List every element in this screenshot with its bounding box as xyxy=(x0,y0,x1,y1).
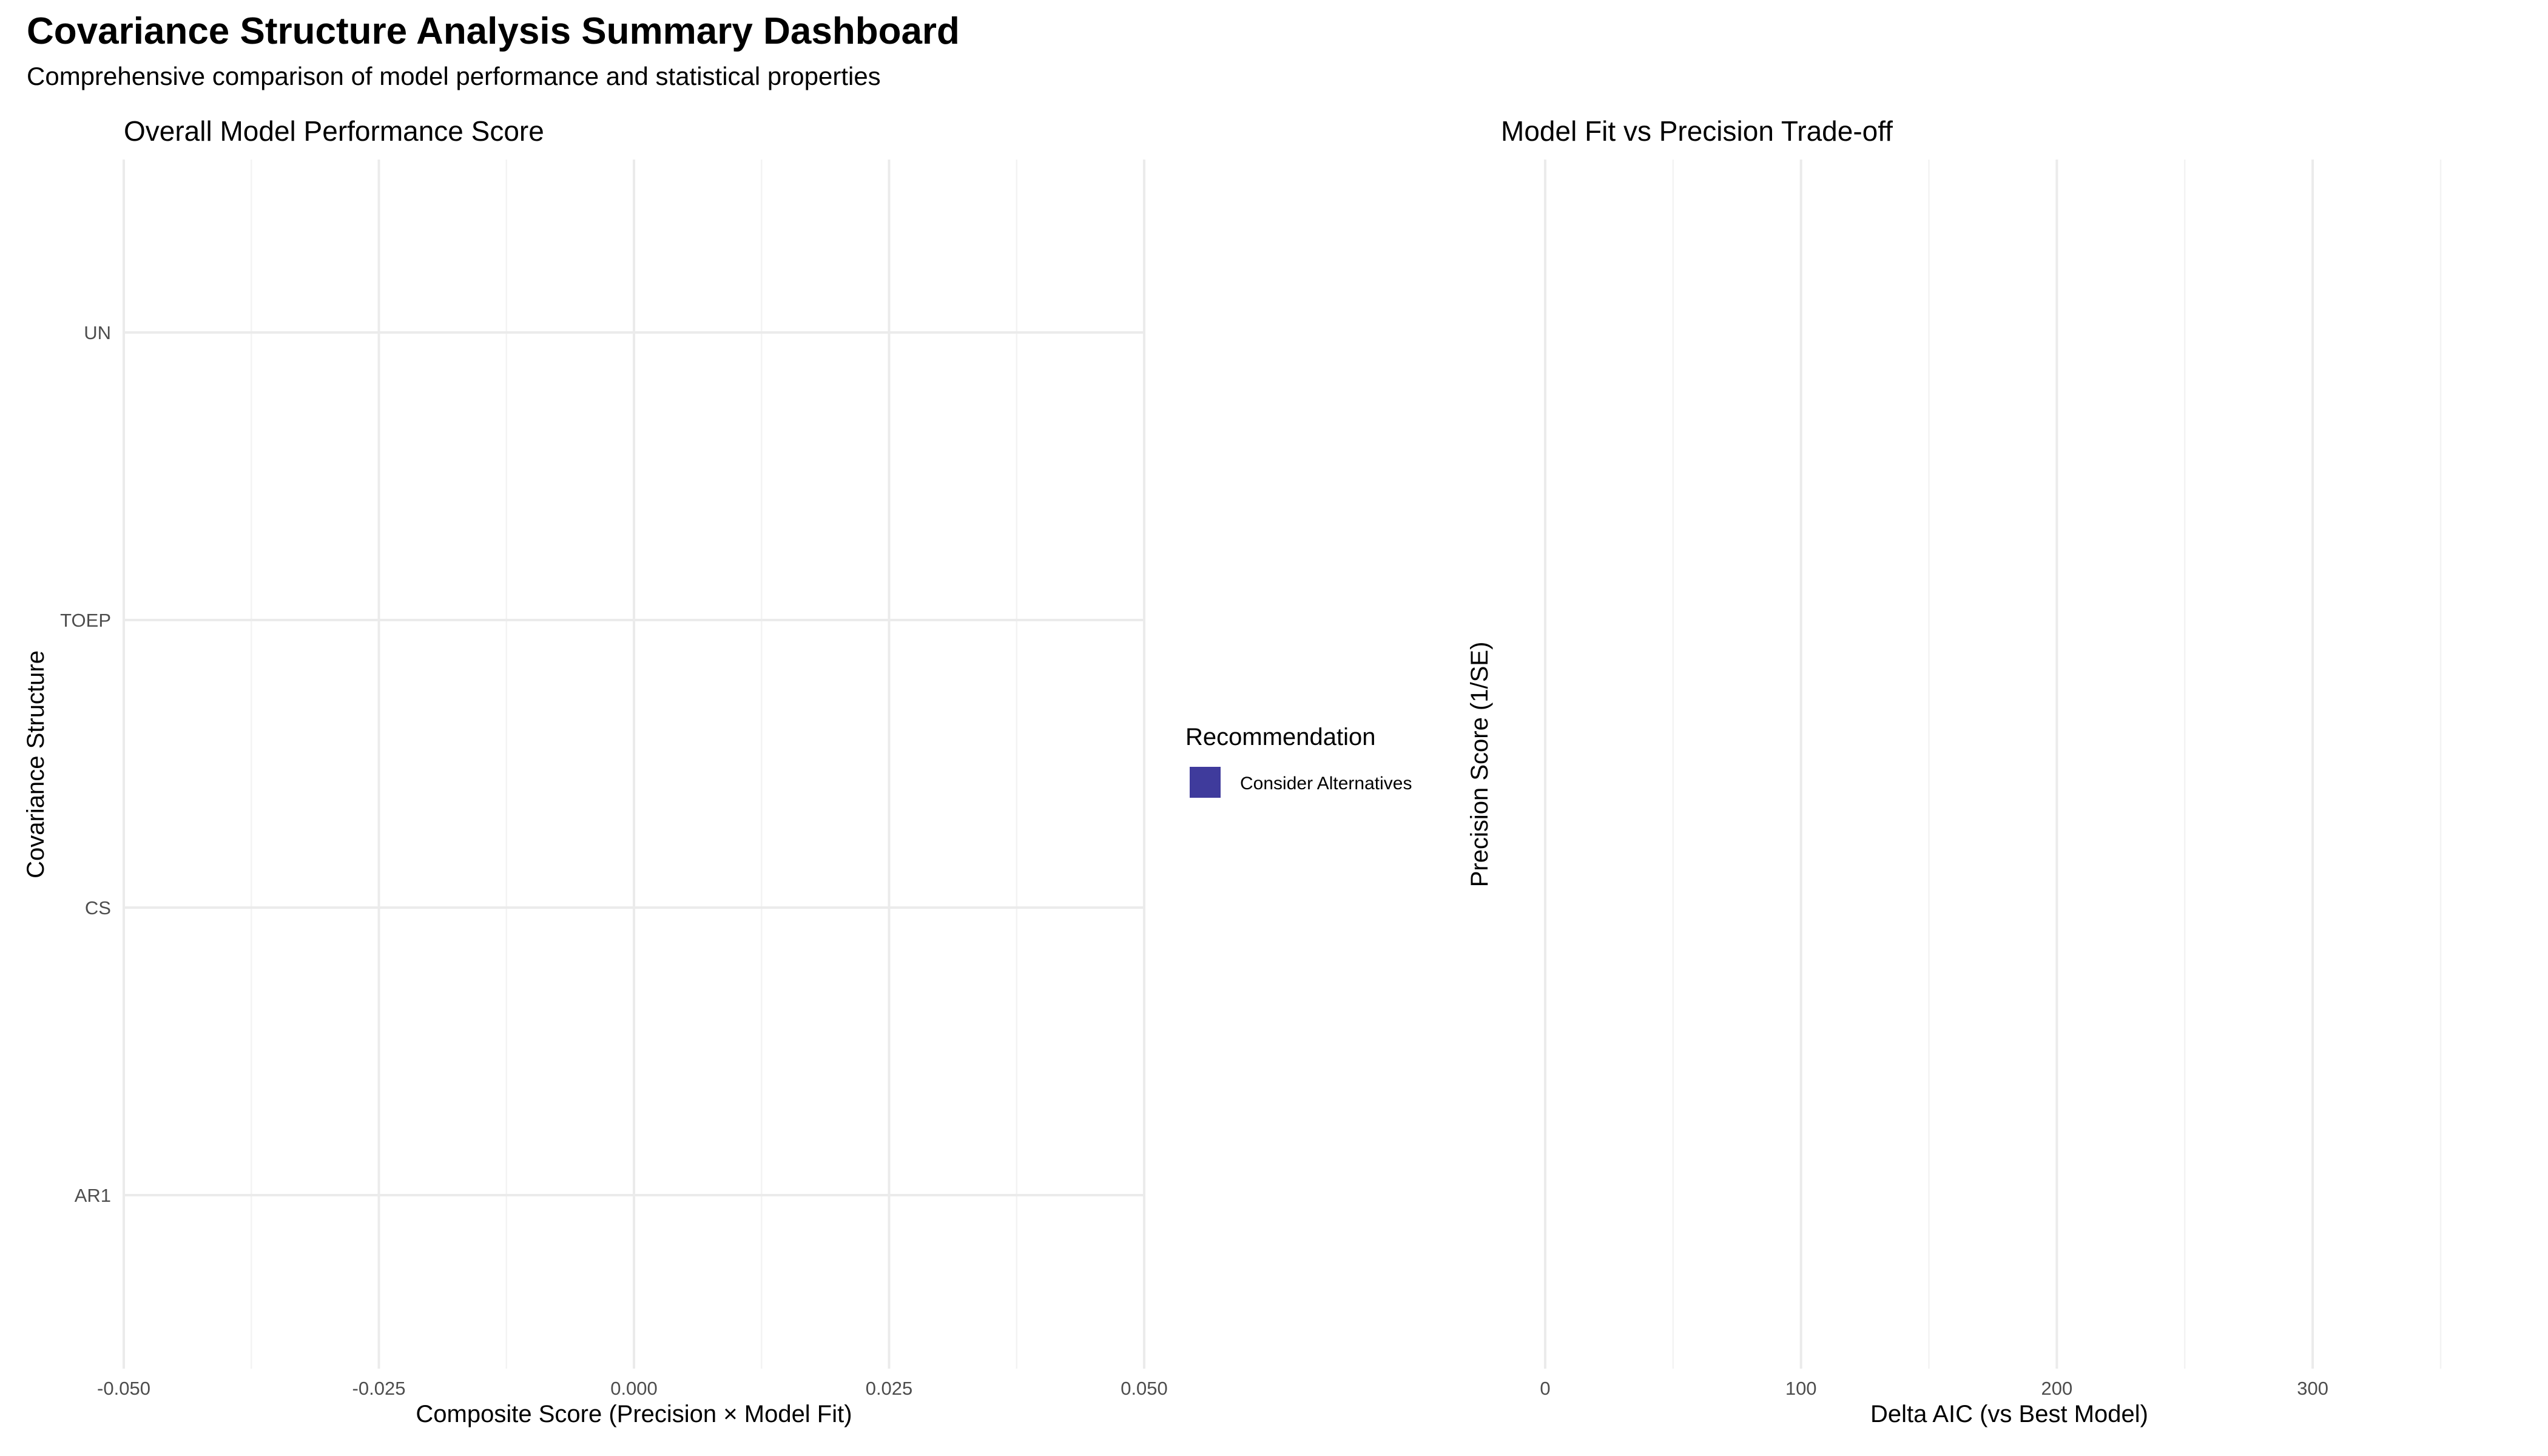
x-axis-title: Delta AIC (vs Best Model) xyxy=(1870,1401,2148,1427)
grid xyxy=(1544,160,2442,1369)
x-tick-label: 300 xyxy=(2297,1378,2328,1399)
x-tick-label: 200 xyxy=(2041,1378,2073,1399)
legend-label: Consider Alternatives xyxy=(1240,774,1412,794)
x-tick-label: -0.050 xyxy=(97,1378,150,1399)
x-tick-label: -0.025 xyxy=(352,1378,406,1399)
dashboard-subtitle: Comprehensive comparison of model perfor… xyxy=(27,62,881,90)
x-tick-labels: 0 100 200 300 xyxy=(1540,1378,2328,1399)
y-tick-labels: AR1 CS TOEP UN xyxy=(60,322,111,1206)
y-tick-label: AR1 xyxy=(75,1185,111,1206)
x-tick-label: 0.025 xyxy=(866,1378,913,1399)
x-tick-label: 0.000 xyxy=(610,1378,658,1399)
performance-score-panel: Overall Model Performance Score AR1 CS TOE… xyxy=(22,115,1168,1427)
dashboard-title: Covariance Structure Analysis Summary Da… xyxy=(27,10,960,52)
fit-vs-precision-panel: Model Fit vs Precision Trade-off 0 100 200… xyxy=(1466,115,2442,1427)
y-tick-label: CS xyxy=(85,897,111,918)
legend-swatch xyxy=(1190,767,1221,798)
grid xyxy=(123,160,1145,1369)
y-axis-title: Covariance Structure xyxy=(22,650,49,878)
panel-title: Overall Model Performance Score xyxy=(124,115,544,147)
x-tick-label: 0 xyxy=(1540,1378,1550,1399)
x-axis-title: Composite Score (Precision × Model Fit) xyxy=(416,1401,852,1427)
panel-title: Model Fit vs Precision Trade-off xyxy=(1501,115,1893,147)
x-tick-label: 100 xyxy=(1785,1378,1817,1399)
y-tick-label: TOEP xyxy=(60,610,111,631)
y-axis-title: Precision Score (1/SE) xyxy=(1466,642,1493,888)
legend-title: Recommendation xyxy=(1185,724,1376,750)
x-tick-label: 0.050 xyxy=(1121,1378,1168,1399)
x-tick-labels: -0.050 -0.025 0.000 0.025 0.050 xyxy=(97,1378,1168,1399)
legend: Recommendation Consider Alternatives xyxy=(1185,724,1412,798)
y-tick-label: UN xyxy=(84,322,111,343)
